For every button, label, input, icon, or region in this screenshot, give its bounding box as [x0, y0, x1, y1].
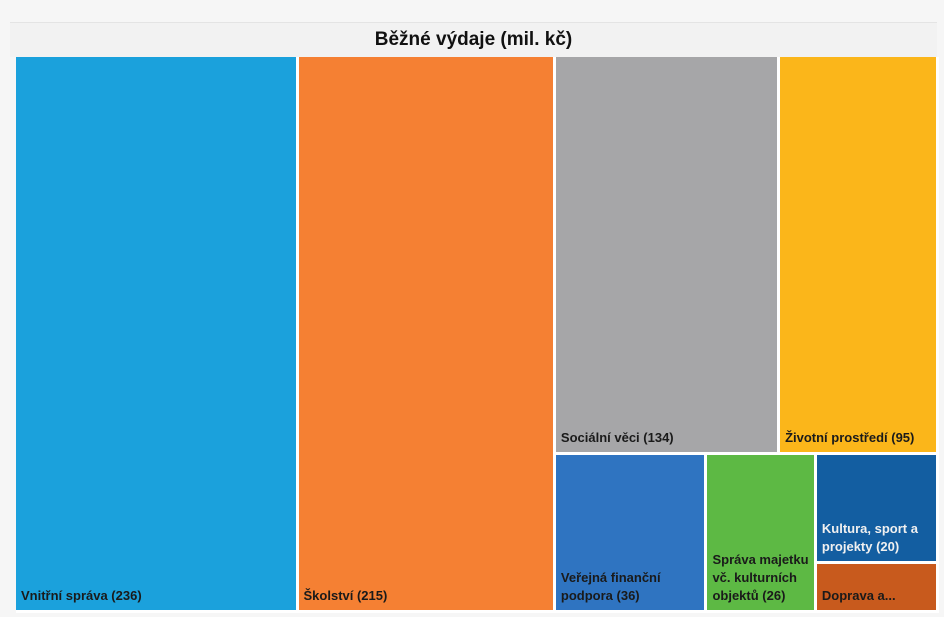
- treemap-tile: Kultura, sport a projekty (20): [816, 454, 936, 561]
- treemap-tile-label: Sociální věci (134): [560, 429, 674, 445]
- treemap-tile-label: Kultura, sport a projekty (20): [821, 520, 918, 554]
- chart-title: Běžné výdaje (mil. kč): [10, 22, 937, 57]
- treemap-tile: Sociální věci (134): [555, 57, 778, 452]
- treemap-tile-label: Veřejná finanční podpora (36): [560, 569, 661, 603]
- treemap-tile-label: Školství (215): [303, 588, 388, 603]
- treemap-tile: Životní prostředí (95): [780, 57, 936, 452]
- treemap-tile: Školství (215): [298, 57, 553, 610]
- treemap-tile-label: Vnitřní správa (236): [21, 588, 142, 603]
- treemap-tile-label: Životní prostředí (95): [785, 429, 915, 445]
- treemap-plot-area: Vnitřní správa (236) Školství (215) Sociál…: [16, 57, 939, 613]
- treemap-tile-label: Doprava a...: [821, 587, 896, 603]
- treemap-tile: Vnitřní správa (236): [16, 57, 296, 610]
- treemap-tile: Veřejná finanční podpora (36): [555, 454, 705, 610]
- treemap-tile: Správa majetku vč. kulturních objektů (2…: [707, 454, 814, 610]
- treemap-tile: Doprava a...: [816, 563, 936, 610]
- treemap-tile-label: Správa majetku vč. kulturních objektů (2…: [712, 551, 809, 603]
